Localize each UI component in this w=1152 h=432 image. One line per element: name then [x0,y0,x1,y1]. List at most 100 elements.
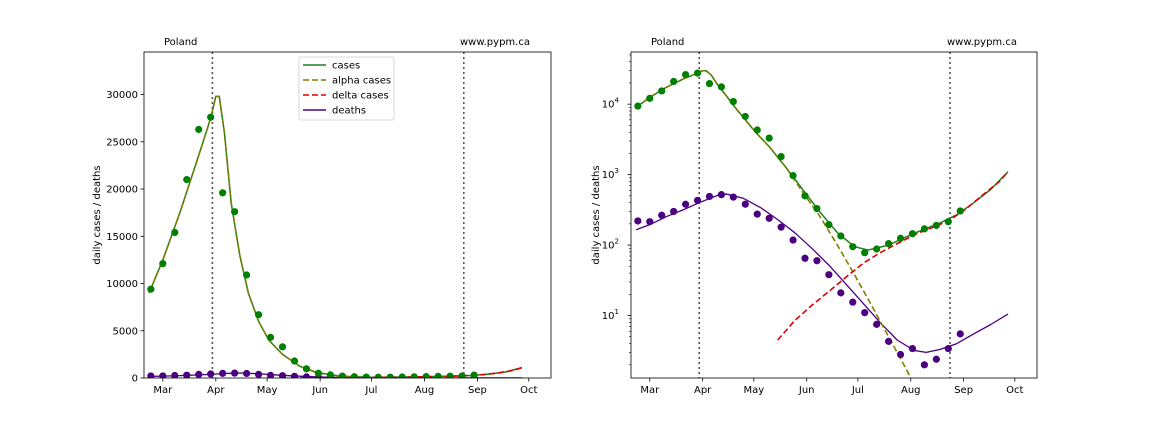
right-deaths-point-9 [729,193,737,201]
right-chart-log: Mar Apr May Jun Jul Aug Sep Oct 101 102 103 104 Po… [591,37,1038,396]
left-cases-point-26 [446,372,454,378]
right-y-tick-label-1000: 103 [602,167,619,181]
left-cases-point-18 [350,373,358,378]
left-cases-point-4 [183,175,191,184]
right-cases-point-11 [753,126,761,134]
left-deaths-point-11 [266,371,275,378]
left-deaths-point-4 [183,371,191,378]
left-cases-point-14 [302,365,311,373]
left-cases-point-25 [434,372,442,378]
right-x-tick-label-jun: Jun [798,385,815,396]
right-y-tick-label-100: 102 [602,238,619,252]
right-cases-point-7 [705,79,714,88]
legend-label-delta-cases: delta cases [332,91,389,102]
left-cases-point-11 [266,333,275,341]
right-x-tick-label-may: May [743,385,764,396]
right-x-tick-label-aug: Aug [901,385,921,396]
left-cases-point-5 [195,125,203,134]
right-y-tick-label-10: 101 [602,308,619,322]
left-cases-point-15 [314,369,323,377]
right-deaths-point-27 [944,344,952,353]
left-y-tick-label-25000: 25000 [106,137,138,148]
right-x-tick-label-mar: Mar [640,385,660,396]
left-deaths-point-2 [159,372,167,378]
right-deaths-point-22 [884,337,893,345]
left-y-tick-label-15000: 15000 [106,232,138,243]
left-y-tick-label-10000: 10000 [106,279,138,290]
left-y-axis: 0 5000 10000 15000 20000 25000 30000 [106,90,144,385]
right-deaths-point-7 [705,192,714,201]
right-deaths-point-21 [873,320,881,328]
left-cases-point-27 [458,372,466,378]
left-annotation-website: www.pypm.ca [460,37,530,48]
left-deaths-point-6 [207,370,215,378]
right-deaths-point-20 [861,309,869,317]
right-y-axis-label: daily cases / deaths [591,165,602,264]
left-deaths-point-12 [278,372,287,378]
left-series-layer [147,52,523,378]
right-cases-point-8 [717,83,726,91]
legend-box [298,56,395,121]
left-cases-point-22 [398,373,406,378]
legend-label-cases: cases [332,61,360,72]
right-deaths-point-10 [741,200,749,208]
right-deaths-point-15 [801,254,809,262]
left-legend: cases alpha cases delta cases deaths [298,56,395,121]
right-cases-point-9 [729,97,737,106]
right-x-tick-label-sep: Sep [954,385,973,396]
right-cases-point-28 [956,207,964,215]
right-deaths-point-13 [777,223,785,231]
right-deaths-point-18 [837,289,845,297]
left-cases-point-16 [326,371,334,378]
left-x-tick-label-jul: Jul [364,385,377,396]
left-deaths-point-14 [302,373,311,378]
right-delta-cases-line [777,171,1009,341]
right-deaths-point-14 [789,236,797,244]
left-deaths-point-10 [254,370,263,378]
right-deaths-point-1 [634,217,642,225]
right-deaths-point-12 [765,214,773,222]
left-x-tick-label-oct: Oct [520,385,537,396]
right-cases-point-13 [777,153,785,161]
left-cases-point-21 [386,373,394,378]
left-y-tick-label-0: 0 [132,374,138,385]
right-cases-point-16 [813,204,821,213]
right-deaths-point-28 [956,330,964,338]
left-cases-point-28 [470,371,478,378]
left-y-axis-label: daily cases / deaths [92,165,103,264]
right-cases-point-27 [944,218,952,226]
left-annotation-country: Poland [164,37,197,48]
left-cases-point-9 [243,271,251,279]
right-deaths-point-17 [825,271,833,279]
right-x-axis: Mar Apr May Jun Jul Aug Sep Oct [640,378,1024,396]
right-cases-point-6 [693,69,702,77]
left-cases-point-23 [410,373,418,378]
right-deaths-point-3 [658,211,666,219]
right-cases-point-1 [634,102,642,110]
right-deaths-point-4 [670,207,678,216]
left-cases-point-6 [207,113,215,121]
right-deaths-point-6 [693,196,702,205]
right-cases-point-18 [837,232,845,240]
right-y-tick-label-10000: 104 [602,97,620,111]
right-cases-point-5 [681,70,690,79]
right-deaths-point-5 [681,200,690,208]
left-x-tick-label-jun: Jun [311,385,328,396]
right-alpha-cases-line [635,69,912,378]
right-deaths-point-19 [849,298,857,306]
right-cases-point-21 [873,245,881,253]
right-series-layer [634,52,1009,378]
left-deaths-point-7 [219,369,227,377]
right-cases-point-2 [646,94,654,102]
right-deaths-point-8 [717,191,726,199]
right-deaths-point-11 [753,210,761,218]
right-plot-frame [630,51,1038,379]
left-y-tick-label-30000: 30000 [106,90,138,101]
left-cases-point-19 [362,373,370,378]
legend-label-alpha-cases: alpha cases [332,76,391,87]
left-y-tick-label-5000: 5000 [113,326,138,337]
left-chart-linear: Mar Apr May Jun Jul Aug Sep Oct 0 5000 10000 15000… [92,37,552,396]
left-cases-point-17 [338,372,346,378]
